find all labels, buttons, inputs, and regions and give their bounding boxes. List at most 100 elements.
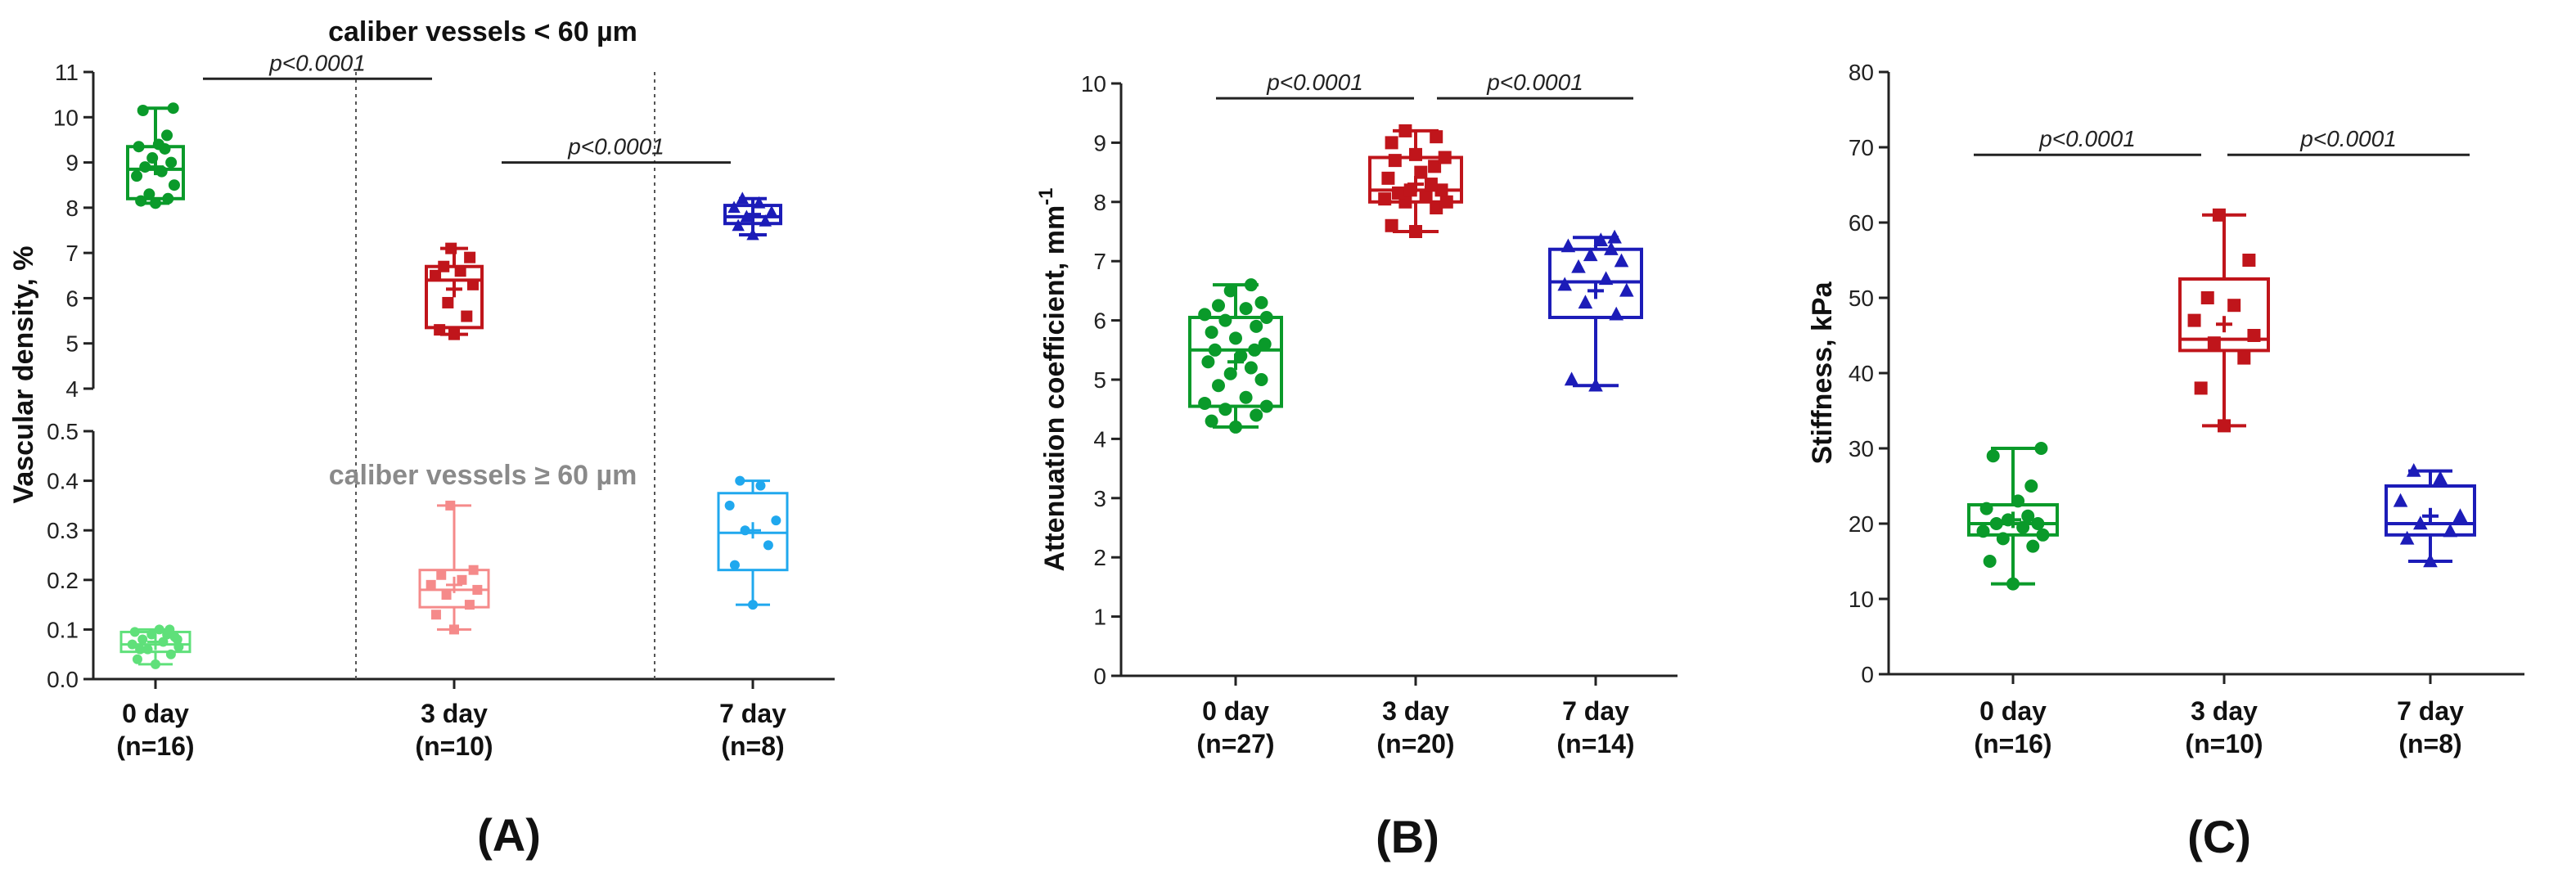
data-point: [2024, 479, 2038, 493]
data-point: [1205, 414, 1218, 428]
data-point: [1218, 313, 1232, 327]
data-point: [1205, 326, 1218, 340]
data-point: [1388, 154, 1402, 168]
panel-label: (A): [477, 809, 541, 861]
data-point: [1986, 449, 2000, 463]
data-point: [748, 600, 758, 610]
x-category-label: 7 day: [719, 699, 786, 728]
data-point: [466, 278, 479, 290]
data-point: [736, 191, 749, 205]
data-point: [2413, 515, 2428, 530]
data-point: [1250, 319, 1263, 333]
data-point: [164, 624, 175, 635]
data-point: [173, 641, 184, 652]
data-point: [1234, 349, 1248, 363]
panel-b: 0 1 2 3 4 5 6 7 8 9 10 Attenuation coefficient, mm-…: [1035, 70, 1678, 862]
data-point: [2021, 509, 2035, 523]
data-point: [1229, 331, 1242, 345]
box-iqr: [2178, 277, 2270, 353]
y-tick-label: 80: [1849, 60, 1874, 85]
data-point: [727, 200, 741, 214]
data-point: [746, 227, 759, 241]
y-tick-label: 0.4: [47, 469, 79, 494]
y-tick-label: 0: [1861, 662, 1874, 687]
data-point: [2011, 494, 2025, 508]
x-category-label: 3 day: [421, 699, 488, 728]
data-point: [1239, 302, 1253, 316]
box-iqr: [2385, 484, 2476, 537]
data-point: [2001, 513, 2015, 527]
x-category-n: (n=8): [2398, 729, 2461, 758]
x-category-n: (n=14): [1556, 729, 1634, 758]
box-iqr: [717, 492, 789, 572]
data-point: [740, 525, 750, 536]
data-point: [457, 574, 467, 585]
y-tick-label: 0.1: [47, 617, 79, 642]
data-point: [441, 589, 452, 600]
box-iqr: [425, 264, 484, 330]
y-tick-label: 6: [65, 286, 79, 311]
data-point: [1201, 355, 1215, 369]
data-point: [1983, 555, 1997, 568]
data-point: [137, 104, 149, 116]
box-7-day: [2385, 463, 2476, 568]
data-point: [2247, 329, 2261, 342]
data-point: [152, 138, 164, 151]
data-point: [1198, 396, 1212, 410]
data-point: [1564, 371, 1579, 386]
data-point: [1571, 259, 1586, 273]
data-point: [1560, 238, 1576, 253]
y-tick-label: 20: [1849, 511, 1874, 537]
x-category-n: (n=16): [116, 731, 194, 761]
x-category-label: 0 day: [1979, 696, 2047, 726]
lower-panel-title: caliber vessels ≥ 60 µm: [329, 460, 637, 491]
data-point: [2406, 463, 2421, 477]
data-point: [1254, 295, 1268, 309]
data-point: [445, 500, 456, 511]
panel-label: (B): [1376, 811, 1439, 862]
data-point: [1428, 160, 1442, 173]
y-tick-label: 30: [1849, 436, 1874, 461]
y-tick-label: 0: [1093, 664, 1106, 689]
data-point: [1259, 310, 1273, 324]
data-point: [1409, 147, 1422, 161]
data-point: [2452, 508, 2468, 522]
data-point: [1578, 295, 1593, 309]
data-point: [472, 584, 483, 595]
box-0-day: [1188, 278, 1283, 434]
data-point: [1248, 343, 1262, 357]
data-point: [1557, 277, 1572, 291]
data-point: [2031, 517, 2045, 530]
data-point: [2212, 208, 2226, 222]
x-category-n: (n=10): [415, 731, 493, 761]
data-point: [2423, 553, 2438, 568]
data-point: [426, 579, 436, 590]
y-tick-label: 0.2: [47, 568, 79, 593]
box-upper-0-day: [126, 102, 185, 209]
x-category-label: 7 day: [1562, 696, 1629, 726]
data-point: [165, 156, 178, 169]
data-point: [165, 649, 176, 659]
data-point: [1409, 225, 1422, 238]
data-point: [448, 328, 460, 340]
data-point: [771, 515, 781, 526]
y-tick-label: 0.5: [47, 419, 79, 444]
data-point: [2242, 254, 2256, 267]
y-tick-label: 8: [1093, 190, 1106, 215]
data-point: [1398, 124, 1412, 137]
y-tick-label: 1: [1093, 605, 1106, 630]
data-point: [2036, 528, 2050, 542]
panel-c: 0 10 20 30 40 50 60 70 80 Stiffness, kPa p<0.0001 p…: [1807, 60, 2524, 862]
box-iqr: [418, 569, 490, 609]
data-point: [1212, 379, 1225, 393]
data-point: [1609, 306, 1624, 321]
box-iqr: [1188, 315, 1283, 408]
data-point: [1223, 367, 1237, 380]
data-point: [2194, 381, 2208, 395]
data-point: [137, 634, 148, 645]
data-point: [1424, 178, 1438, 191]
y-tick-label: 10: [1849, 587, 1874, 612]
data-point: [2237, 351, 2251, 365]
data-point: [1434, 183, 1448, 197]
